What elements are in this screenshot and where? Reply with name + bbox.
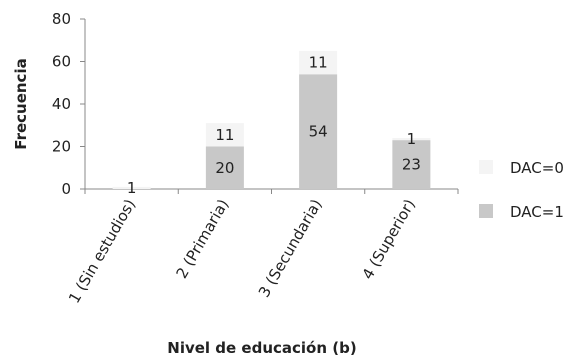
data-label-dac-0: 11	[215, 126, 234, 144]
category-label: 2 (Primaria)	[173, 196, 233, 282]
y-tick-label: 60	[52, 53, 71, 71]
y-tick-label: 80	[52, 10, 71, 28]
y-tick-label: 0	[61, 180, 71, 198]
data-label-dac-0: 11	[309, 54, 328, 72]
legend-swatch	[479, 204, 493, 218]
category-label: 4 (Superior)	[359, 196, 419, 282]
bars: 1 20 11 54 11 23 1	[113, 51, 431, 197]
data-label-dac-1: 20	[215, 159, 234, 177]
y-tick-label: 40	[52, 95, 71, 113]
data-label-dac-0: 1	[407, 130, 417, 148]
legend-swatch	[479, 160, 493, 174]
x-axis-label: Nivel de educación (b)	[167, 339, 356, 357]
data-label-dac-1: 23	[402, 156, 421, 174]
y-tick-label: 20	[52, 138, 71, 156]
data-label-dac-1: 54	[309, 123, 328, 141]
data-label-dac-0: 1	[127, 179, 137, 197]
legend: DAC=0 DAC=1	[479, 159, 564, 221]
category-label: 1 (Sin estudios)	[65, 196, 139, 306]
y-axis-label: Frecuencia	[12, 58, 30, 149]
legend-label: DAC=1	[510, 203, 564, 221]
category-label: 3 (Secundaria)	[255, 196, 326, 301]
legend-label: DAC=0	[510, 159, 564, 177]
category-labels: 1 (Sin estudios) 2 (Primaria) 3 (Secundari…	[65, 196, 419, 306]
